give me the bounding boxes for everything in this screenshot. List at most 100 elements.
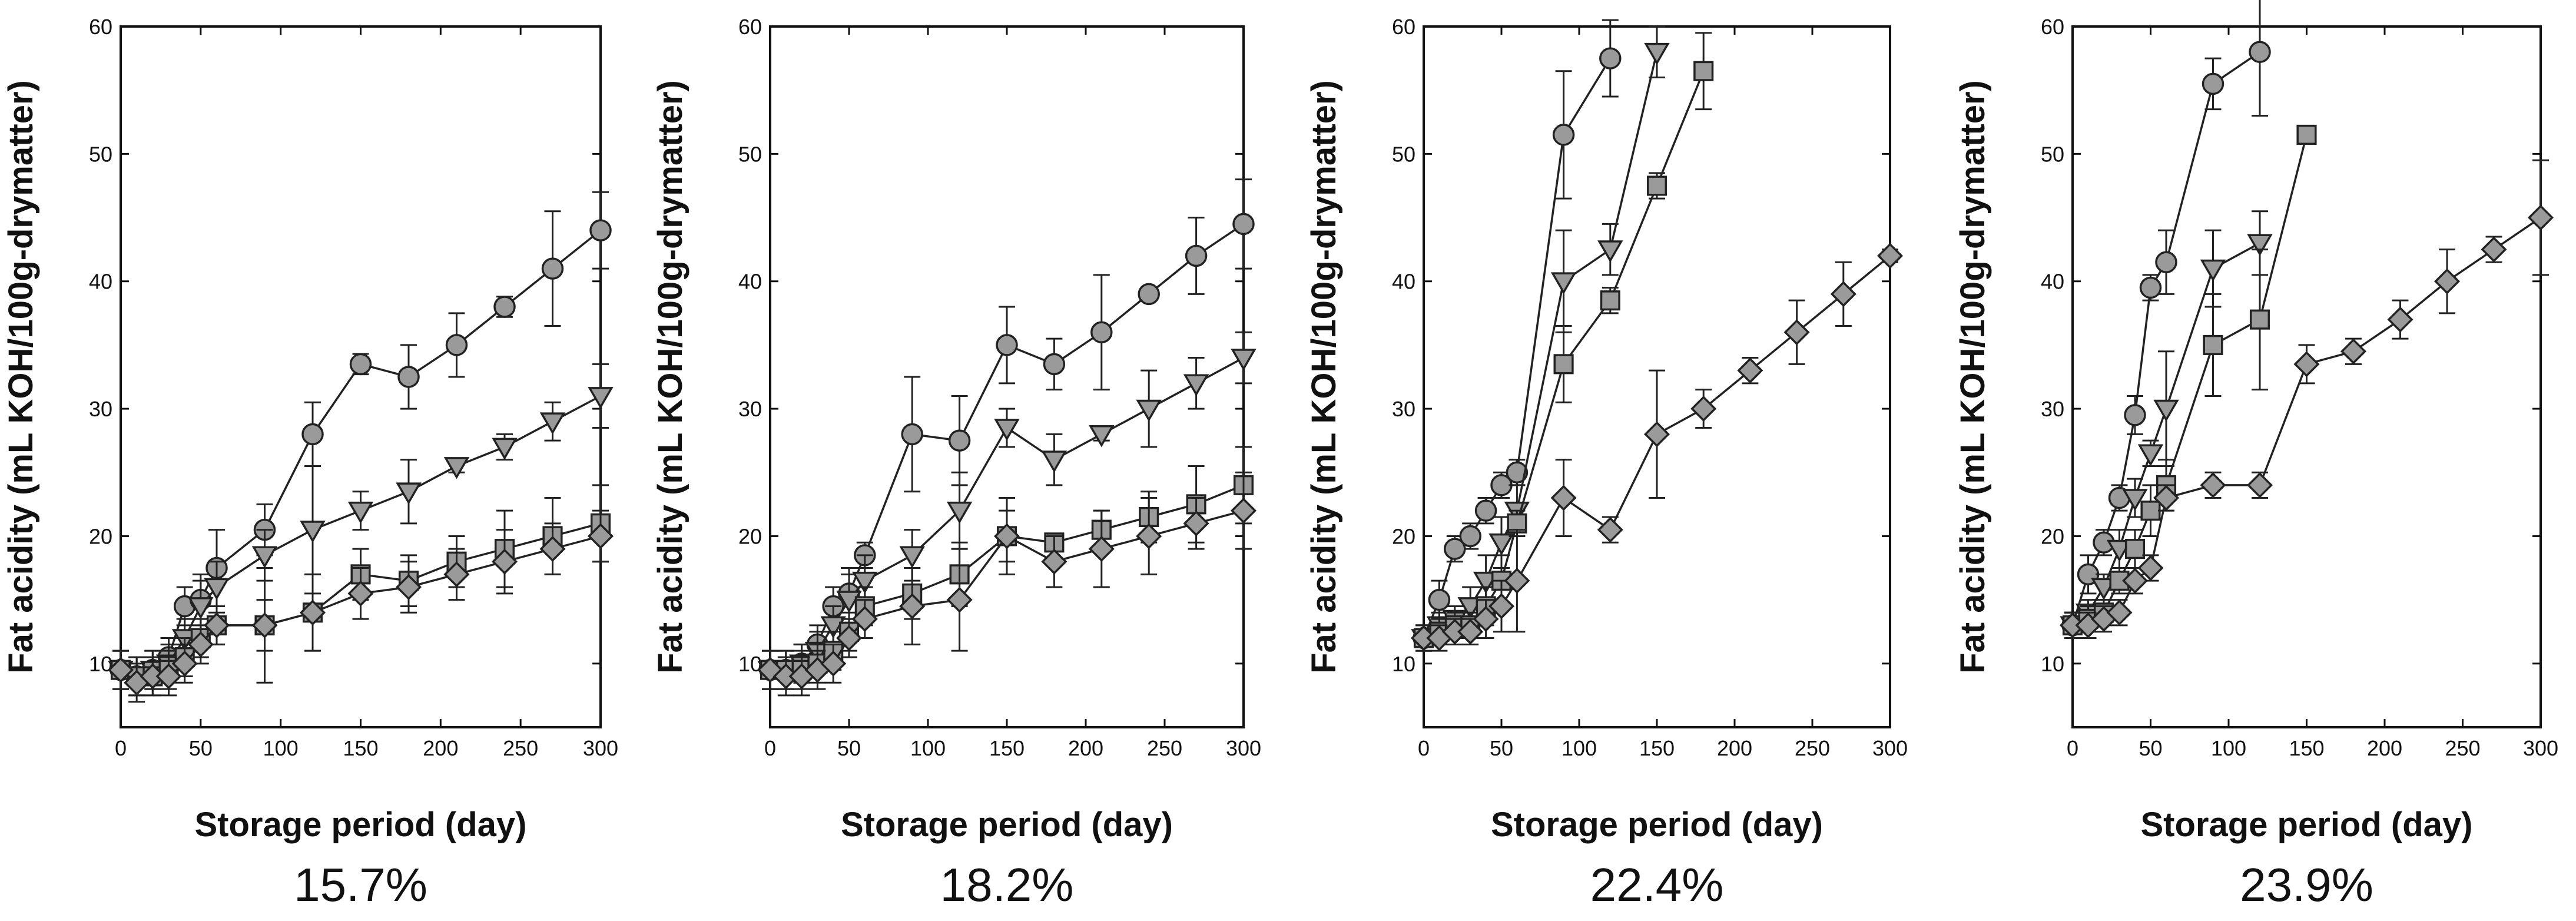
x-tick-label: 150: [2289, 736, 2324, 760]
y-tick-label: 40: [89, 270, 112, 294]
y-tick-label: 60: [738, 15, 762, 39]
data-point: [2200, 472, 2226, 498]
data-point: [820, 616, 846, 639]
y-tick-label: 60: [1392, 15, 1415, 39]
data-point: [299, 599, 326, 626]
data-point: [251, 546, 278, 569]
data-point: [899, 593, 926, 619]
series-diamond: [1410, 243, 1904, 652]
y-tick-label: 10: [1392, 652, 1415, 676]
data-point: [2527, 204, 2554, 231]
data-point: [2340, 338, 2367, 365]
series-diamond: [757, 471, 1257, 697]
panel-caption: 18.2%: [940, 859, 1074, 911]
data-point: [395, 574, 422, 601]
data-point: [1459, 525, 1481, 548]
data-point: [836, 591, 862, 613]
chart-panel-2: 0 50 100 150 200 250 300 10 20 30 40 50 60 Fat acidit…: [651, 15, 1261, 911]
data-point: [948, 429, 971, 452]
chart-panel-1: 0 50 100 150 200 250 300 10 20 30 40 50 60 Fat acidit…: [2, 15, 618, 911]
data-point: [1693, 61, 1714, 81]
data-point: [946, 501, 973, 524]
data-point: [2246, 472, 2273, 498]
x-tick-label: 300: [1872, 736, 1908, 760]
series-circle: [110, 191, 612, 697]
y-axis-title: Fat acidity (mL KOH/100g-drymatter): [651, 80, 689, 674]
data-point: [2153, 399, 2179, 422]
data-point: [349, 353, 372, 376]
data-point: [2155, 251, 2177, 274]
data-point: [203, 612, 230, 638]
data-point: [171, 650, 198, 677]
data-point: [1230, 498, 1257, 524]
data-point: [2122, 489, 2148, 511]
x-tick-label: 200: [423, 736, 458, 760]
data-point: [2387, 306, 2413, 333]
x-tick-label: 100: [910, 736, 946, 760]
data-point: [587, 523, 614, 549]
data-point: [300, 521, 326, 543]
data-point: [2249, 309, 2270, 330]
data-point: [2106, 539, 2133, 562]
data-point: [2247, 234, 2273, 257]
x-tick-label: 250: [1147, 736, 1182, 760]
data-point: [1231, 349, 1256, 371]
data-point: [1183, 510, 1209, 536]
data-point: [492, 438, 518, 460]
data-point: [1646, 175, 1667, 196]
x-tick-label: 250: [2445, 736, 2480, 760]
x-tick-label: 0: [115, 736, 127, 760]
y-tick-label: 50: [2041, 142, 2064, 166]
x-tick-label: 100: [2211, 736, 2246, 760]
x-tick-label: 0: [2067, 736, 2078, 760]
data-point: [994, 419, 1020, 441]
data-point: [901, 423, 923, 446]
data-point: [188, 597, 214, 619]
data-point: [187, 631, 214, 658]
data-point: [1552, 124, 1575, 146]
data-point: [851, 606, 878, 632]
y-axis-title: Fat acidity (mL KOH/100g-drymatter): [1954, 80, 1992, 674]
data-point: [1428, 588, 1451, 611]
y-tick-label: 40: [1392, 270, 1415, 294]
chart-panel-4: 0 50 100 150 200 250 300 10 20 30 40 50 60 Fat acidit…: [1954, 0, 2558, 911]
data-point: [1488, 533, 1514, 556]
x-tick-label: 150: [1639, 736, 1675, 760]
x-tick-label: 50: [189, 736, 213, 760]
x-axis-title: Storage period (day): [1491, 806, 1823, 844]
data-point: [301, 423, 324, 446]
data-point: [1644, 42, 1670, 65]
data-point: [996, 334, 1018, 356]
data-point: [1444, 538, 1466, 560]
data-point: [2124, 539, 2146, 559]
x-tick-label: 100: [263, 736, 299, 760]
data-point: [107, 657, 134, 683]
data-point: [1553, 354, 1574, 375]
data-point: [1183, 374, 1209, 397]
data-point: [347, 580, 374, 607]
data-point: [2200, 259, 2226, 282]
data-point: [539, 536, 566, 562]
data-point: [1136, 523, 1162, 549]
data-point: [204, 578, 230, 601]
data-point: [2202, 72, 2224, 95]
data-point: [2139, 276, 2162, 299]
data-point: [445, 334, 468, 356]
series-diamond: [107, 509, 614, 703]
data-point: [1088, 536, 1115, 562]
data-point: [347, 501, 374, 524]
x-tick-label: 150: [343, 736, 378, 760]
panel-caption: 23.9%: [2240, 859, 2373, 911]
x-tick-label: 200: [2367, 736, 2402, 760]
data-point: [1457, 597, 1483, 619]
data-point: [1232, 213, 1255, 236]
data-point: [1737, 357, 1763, 384]
data-point: [1597, 516, 1623, 543]
data-point: [541, 257, 564, 280]
data-point: [2434, 268, 2461, 294]
data-point: [820, 650, 847, 677]
data-point: [1504, 568, 1530, 594]
x-tick-label: 50: [837, 736, 861, 760]
y-tick-label: 20: [89, 524, 112, 548]
y-tick-label: 30: [89, 397, 112, 421]
